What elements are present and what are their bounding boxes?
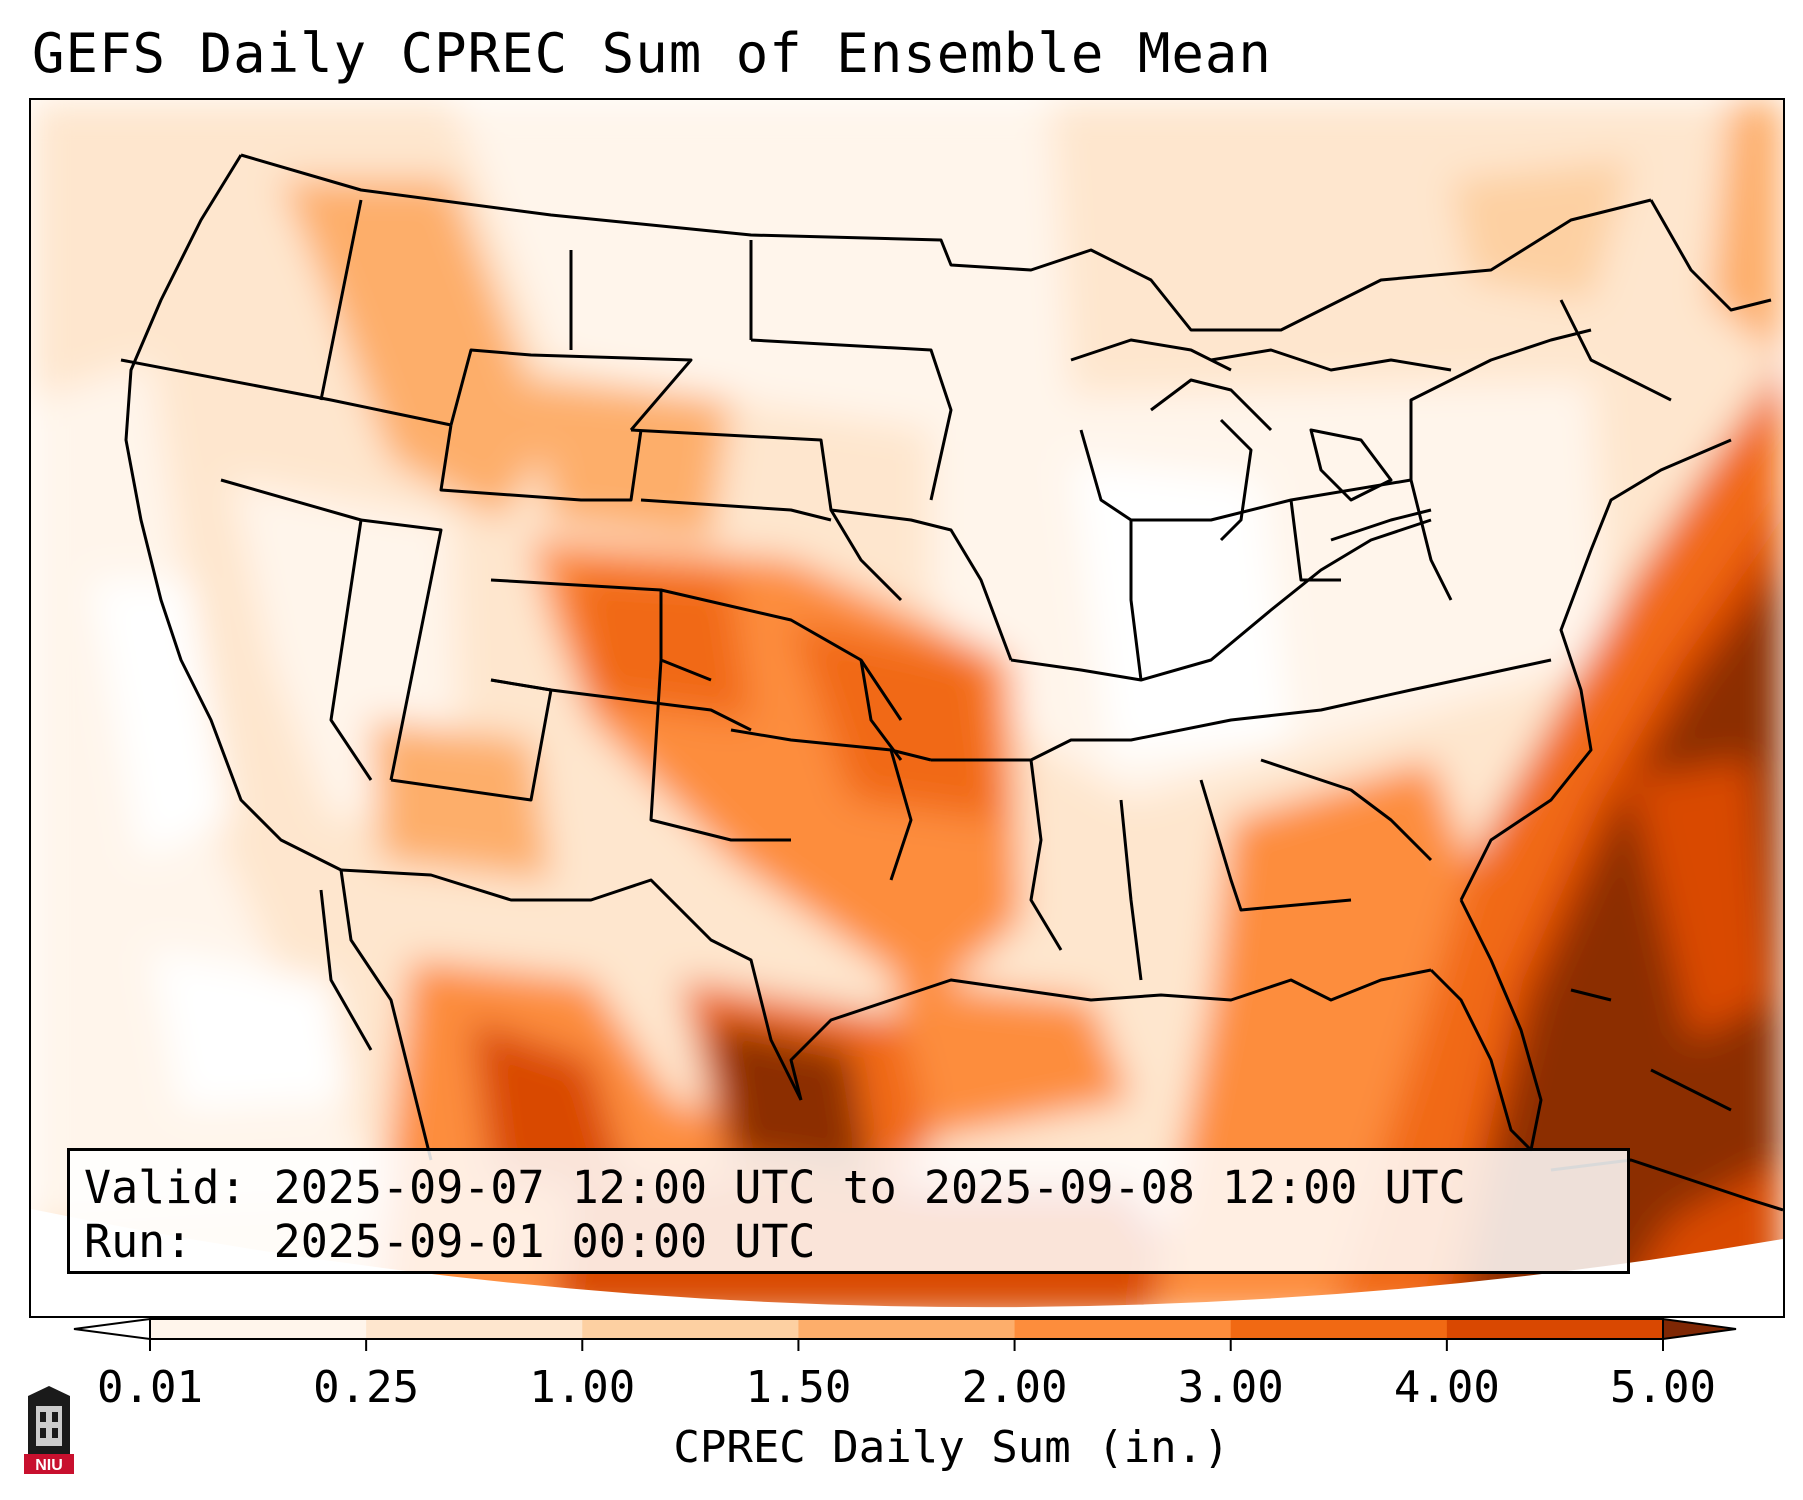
- precipitation-map: [29, 98, 1785, 1318]
- colorbar-tick-label: 0.25: [313, 1362, 420, 1413]
- colorbar-segment: [1014, 1319, 1232, 1339]
- colorbar-tick-label: 3.00: [1177, 1362, 1284, 1413]
- colorbar-over-triangle: [1662, 1317, 1737, 1341]
- valid-value: 2025-09-07 12:00 UTC to 2025-09-08 12:00…: [273, 1161, 1466, 1214]
- colorbar-tick-label: 1.00: [529, 1362, 636, 1413]
- validity-info-box: Valid: 2025-09-07 12:00 UTC to 2025-09-0…: [67, 1148, 1630, 1274]
- colorbar-tick-label: 0.01: [97, 1362, 203, 1413]
- run-label: Run:: [84, 1215, 193, 1268]
- colorbar-segment: [366, 1319, 583, 1339]
- colorbar-segment: [582, 1319, 799, 1339]
- niu-logo-text: NIU: [35, 1457, 63, 1474]
- colorbar-tick-label: 2.00: [961, 1362, 1068, 1413]
- colorbar-label: CPREC Daily Sum (in.): [673, 1422, 1230, 1473]
- colorbar-segment: [1446, 1319, 1664, 1339]
- colorbar-tick-label: 1.50: [745, 1362, 852, 1413]
- colorbar-segment: [798, 1319, 1016, 1339]
- run-value: 2025-09-01 00:00 UTC: [273, 1215, 816, 1268]
- niu-logo: NIU: [24, 1386, 74, 1474]
- state-boundaries: [120, 153, 1783, 1212]
- colorbar-tick-label: 5.00: [1610, 1362, 1716, 1413]
- colorbar-segment: [1230, 1319, 1448, 1339]
- colorbar-segment: [150, 1319, 367, 1339]
- colorbar-tick-label: 4.00: [1393, 1362, 1500, 1413]
- colorbar: [73, 1317, 1737, 1351]
- colorbar-under-triangle: [73, 1317, 151, 1341]
- map-title: GEFS Daily CPREC Sum of Ensemble Mean: [32, 22, 1272, 85]
- valid-label: Valid:: [84, 1161, 247, 1214]
